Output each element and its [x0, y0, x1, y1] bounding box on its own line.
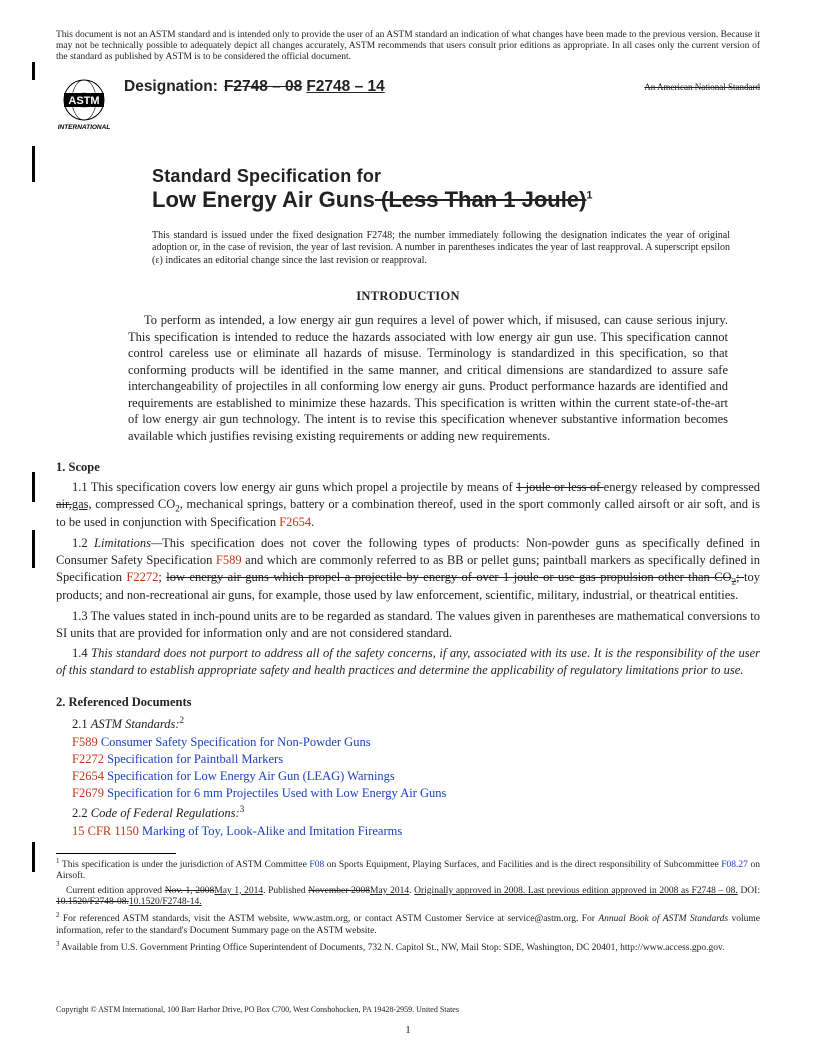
issuance-note: This standard is issued under the fixed …: [152, 230, 730, 267]
ans-stamp: An American National Standard: [644, 82, 760, 92]
designation-label: Designation:: [124, 78, 218, 96]
para-2-2: 2.2 Code of Federal Regulations:3: [56, 803, 760, 822]
footnote-2: 2 For referenced ASTM standards, visit t…: [56, 911, 760, 937]
para-1-2-lead: Limitations—: [94, 536, 162, 550]
astm-logo: ASTM INTERNATIONAL: [56, 76, 112, 132]
change-bar: [32, 842, 35, 872]
ref-f2679[interactable]: F2679 Specification for 6 mm Projectiles…: [72, 786, 760, 801]
introduction-body: To perform as intended, a low energy air…: [128, 312, 728, 444]
para-1-2: 1.2 Limitations—This specification does …: [56, 535, 760, 604]
footnote-3: 3 Available from U.S. Government Printin…: [56, 940, 760, 955]
referenced-documents-heading: 2. Referenced Documents: [56, 695, 760, 710]
fn3-text: Available from U.S. Government Printing …: [60, 944, 725, 954]
fn1l2-u4: 10.1520/F2748-14.: [129, 897, 202, 907]
para-1-1: 1.1 This specification covers low energy…: [56, 479, 760, 531]
fn1-a: This specification is under the jurisdic…: [60, 860, 310, 870]
change-bar: [32, 146, 35, 182]
link-f2654[interactable]: F2654: [279, 515, 311, 529]
title-footnote-sup: 1: [586, 189, 592, 201]
para-1-1-e: .: [311, 515, 314, 529]
change-bar: [32, 62, 35, 80]
scope-heading: 1. Scope: [56, 460, 760, 475]
fn1l2-d: DOI:: [738, 886, 760, 896]
link-f2272[interactable]: F2272: [126, 570, 158, 584]
para-1-1-struck2: air,: [56, 497, 72, 511]
footnote-1-line2: Current edition approved Nov. 1, 2008May…: [56, 886, 760, 909]
copyright-line: Copyright © ASTM International, 100 Barr…: [56, 1005, 459, 1014]
para-2-1: 2.1 ASTM Standards:2: [56, 714, 760, 733]
ref-title-f2654: Specification for Low Energy Air Gun (LE…: [107, 769, 395, 783]
title-main: Low Energy Air Guns (Less Than 1 Joule)1: [152, 187, 760, 212]
change-bar: [32, 530, 35, 568]
para-1-1-a: 1.1 This specification covers low energy…: [72, 480, 516, 494]
fn1-link-f08[interactable]: F08: [309, 860, 324, 870]
ref-f589[interactable]: F589 Consumer Safety Specification for N…: [72, 735, 760, 750]
para-2-2-num: 2.2: [72, 806, 91, 820]
footnote-rule: [56, 853, 176, 854]
change-bar: [32, 472, 35, 502]
ref-code-f2272: F2272: [72, 752, 104, 766]
ref-cfr[interactable]: 15 CFR 1150 Marking of Toy, Look-Alike a…: [72, 824, 760, 839]
fn1l2-a: Current edition approved: [66, 886, 165, 896]
fn1l2-s1: Nov. 1, 2008: [165, 886, 215, 896]
fn1-b: on Sports Equipment, Playing Surfaces, a…: [324, 860, 721, 870]
para-2-2-text: Code of Federal Regulations:: [91, 806, 240, 820]
ref-title-f589: Consumer Safety Specification for Non-Po…: [101, 735, 371, 749]
designation-line: Designation: F2748 – 08 F2748 – 14: [124, 78, 644, 96]
header-row: ASTM INTERNATIONAL Designation: F2748 – …: [56, 72, 760, 132]
ref-code-f2679: F2679: [72, 786, 104, 800]
ref-code-cfr: 15 CFR 1150: [72, 824, 139, 838]
para-2-1-num: 2.1: [72, 717, 91, 731]
footnote-1: 1 This specification is under the jurisd…: [56, 857, 760, 883]
title-kicker: Standard Specification for: [152, 166, 760, 187]
page-number: 1: [0, 1024, 816, 1036]
fn1l2-u3: Originally approved in 2008. Last previo…: [414, 886, 738, 896]
para-1-2-num: 1.2: [72, 536, 94, 550]
para-2-2-sup: 3: [240, 804, 245, 814]
fn1l2-b: . Published: [263, 886, 308, 896]
para-1-1-struck: 1 joule or less of: [516, 480, 604, 494]
fn2-i: Annual Book of ASTM Standards: [598, 915, 728, 925]
para-1-4-body: This standard does not purport to addres…: [56, 646, 760, 677]
para-1-1-b: energy released by compressed: [604, 480, 760, 494]
ref-code-f2654: F2654: [72, 769, 104, 783]
introduction-heading: INTRODUCTION: [56, 289, 760, 304]
ref-title-f2272: Specification for Paintball Markers: [107, 752, 283, 766]
designation-new: F2748 – 14: [306, 78, 384, 96]
ref-f2272[interactable]: F2272 Specification for Paintball Marker…: [72, 752, 760, 767]
ref-code-f589: F589: [72, 735, 98, 749]
para-1-1-c: compressed CO: [92, 497, 176, 511]
para-1-3: 1.3 The values stated in inch-pound unit…: [56, 608, 760, 642]
svg-text:ASTM: ASTM: [68, 95, 99, 107]
title-main-text: Low Energy Air Guns: [152, 187, 375, 212]
para-1-1-under: gas,: [72, 497, 92, 511]
fn1-link-f0827[interactable]: F08.27: [721, 860, 748, 870]
para-1-4: 1.4 This standard does not purport to ad…: [56, 645, 760, 679]
ref-title-f2679: Specification for 6 mm Projectiles Used …: [107, 786, 446, 800]
fn1l2-s2: November 2008: [308, 886, 370, 896]
disclaimer-text: This document is not an ASTM standard an…: [56, 30, 760, 64]
title-struck: (Less Than 1 Joule): [375, 187, 587, 212]
fn1l2-u2: May 2014: [370, 886, 409, 896]
logo-subtext: INTERNATIONAL: [58, 124, 111, 131]
designation-old: F2748 – 08: [224, 78, 302, 96]
para-2-1-text: ASTM Standards:: [91, 717, 180, 731]
fn1l2-u1: May 1, 2014: [214, 886, 263, 896]
para-1-2-struck: low energy air guns which propel a proje…: [166, 570, 731, 584]
link-f589[interactable]: F589: [216, 553, 242, 567]
fn1l2-s3: 10.1520/F2748-08.: [56, 897, 129, 907]
ref-f2654[interactable]: F2654 Specification for Low Energy Air G…: [72, 769, 760, 784]
para-2-1-sup: 2: [180, 715, 185, 725]
fn2-a: For referenced ASTM standards, visit the…: [60, 915, 599, 925]
para-1-2-struck2: ;: [736, 570, 744, 584]
ref-title-cfr: Marking of Toy, Look-Alike and Imitation…: [142, 824, 402, 838]
